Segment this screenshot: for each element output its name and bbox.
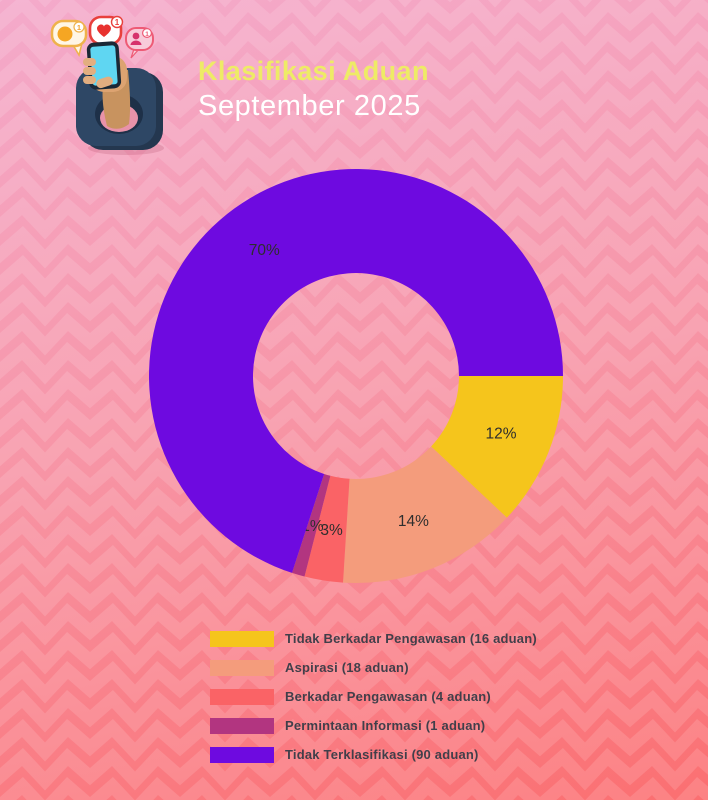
legend-item: Tidak Berkadar Pengawasan (16 aduan) [210,624,537,653]
donut-slice-4 [148,169,563,573]
legend-item: Permintaan Informasi (1 aduan) [210,711,537,740]
notification-badge-count: 1 [145,31,149,38]
legend-label: Aspirasi (18 aduan) [285,660,409,675]
slice-percent-label: 12% [485,425,516,442]
legend-label: Tidak Terklasifikasi (90 aduan) [285,747,479,762]
slice-percent-label: 3% [320,522,343,539]
legend-item: Tidak Terklasifikasi (90 aduan) [210,740,537,769]
notification-badge-count: 1 [115,18,120,27]
slice-percent-label: 14% [398,513,429,530]
social-media-illustration: 1 1 1 [50,15,164,155]
legend-swatch [210,688,274,705]
legend-swatch [210,746,274,763]
donut-slice-0 [431,376,563,518]
chart-legend: Tidak Berkadar Pengawasan (16 aduan) Asp… [210,624,537,769]
person-icon [130,32,142,45]
speech-bubble-follower: 1 [125,27,154,59]
slice-percent-label: 70% [249,242,280,259]
donut-chart: 12%14%3%1%70% [148,169,563,583]
smartphone-screen [90,45,118,86]
notification-badge-count: 1 [77,23,81,32]
hand-holding-phone [83,41,131,129]
legend-swatch [210,630,274,647]
legend-swatch [210,717,274,734]
heart-icon [97,24,111,37]
legend-item: Berkadar Pengawasan (4 aduan) [210,682,537,711]
thumb [96,76,113,89]
donut-slice-3 [292,473,331,577]
speech-bubble-comment: 1 [50,19,88,57]
legend-item: Aspirasi (18 aduan) [210,653,537,682]
page-subtitle: September 2025 [198,89,421,122]
legend-label: Tidak Berkadar Pengawasan (16 aduan) [285,631,537,646]
legend-swatch [210,659,274,676]
header: Klasifikasi Aduan September 2025 [198,55,429,124]
comment-dot-icon [57,26,73,42]
legend-label: Permintaan Informasi (1 aduan) [285,718,486,733]
speech-bubble-heart: 1 [88,15,124,46]
donut-slice-2 [304,475,350,583]
page-title: Klasifikasi Aduan [198,56,429,86]
donut-slice-1 [343,446,507,583]
legend-label: Berkadar Pengawasan (4 aduan) [285,689,491,704]
fingers [83,58,113,89]
